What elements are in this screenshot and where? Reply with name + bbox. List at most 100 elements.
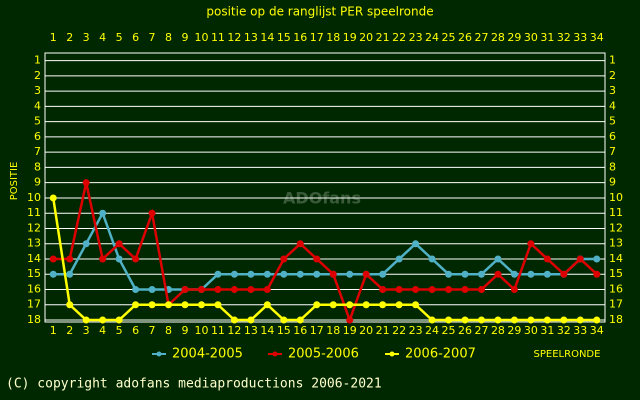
point bbox=[165, 301, 173, 309]
x-tick-label-top: 5 bbox=[116, 31, 123, 44]
point bbox=[263, 285, 271, 293]
point bbox=[66, 301, 74, 309]
y-tick-label: 18 bbox=[27, 313, 41, 326]
x-tick-label-top: 34 bbox=[590, 31, 604, 44]
y-tick-label-right: 5 bbox=[609, 115, 616, 128]
point bbox=[560, 270, 568, 278]
legend-marker bbox=[389, 351, 395, 357]
x-tick-label: 7 bbox=[149, 324, 156, 337]
point bbox=[543, 270, 551, 278]
y-axis-label: POSITIE bbox=[9, 162, 20, 201]
x-tick-label-top: 11 bbox=[211, 31, 225, 44]
point bbox=[313, 270, 321, 278]
x-tick-label-top: 19 bbox=[343, 31, 357, 44]
point bbox=[395, 255, 403, 263]
x-tick-label-top: 4 bbox=[99, 31, 106, 44]
y-tick-label: 16 bbox=[27, 282, 41, 295]
series-line bbox=[51, 197, 597, 322]
y-tick-label-right: 17 bbox=[609, 298, 623, 311]
x-tick-label-top: 20 bbox=[359, 31, 373, 44]
x-tick-label-top: 9 bbox=[182, 31, 189, 44]
x-tick-label-top: 1 bbox=[50, 31, 57, 44]
x-tick-label: 11 bbox=[211, 324, 225, 337]
point bbox=[379, 270, 387, 278]
point bbox=[445, 285, 453, 293]
point bbox=[412, 285, 420, 293]
legend-label: 2004-2005 bbox=[172, 347, 243, 362]
x-axis-label: SPEELRONDE bbox=[534, 349, 601, 360]
x-tick-label: 13 bbox=[244, 324, 258, 337]
x-tick-label-top: 7 bbox=[149, 31, 156, 44]
point bbox=[280, 270, 288, 278]
x-tick-label-top: 32 bbox=[557, 31, 571, 44]
y-tick-label: 9 bbox=[34, 176, 41, 189]
point bbox=[230, 316, 238, 324]
x-tick-label: 28 bbox=[491, 324, 505, 337]
point bbox=[132, 255, 140, 263]
y-tick-label-right: 15 bbox=[609, 267, 623, 280]
x-tick-label: 25 bbox=[442, 324, 456, 337]
x-tick-label-top: 8 bbox=[165, 31, 172, 44]
x-tick-label-top: 13 bbox=[244, 31, 258, 44]
x-tick-label-top: 17 bbox=[310, 31, 324, 44]
plot-frame bbox=[44, 52, 606, 323]
x-tick-label: 15 bbox=[277, 324, 291, 337]
y-tick-label-right: 14 bbox=[609, 252, 623, 265]
point bbox=[510, 316, 518, 324]
point bbox=[132, 301, 140, 309]
point bbox=[214, 285, 222, 293]
y-tick-label: 11 bbox=[27, 206, 41, 219]
point bbox=[576, 316, 584, 324]
point bbox=[66, 255, 74, 263]
point bbox=[148, 285, 156, 293]
x-tick-label-top: 16 bbox=[293, 31, 307, 44]
x-tick-label: 22 bbox=[392, 324, 406, 337]
x-tick-label: 16 bbox=[293, 324, 307, 337]
point bbox=[296, 270, 304, 278]
x-tick-label-top: 18 bbox=[326, 31, 340, 44]
point bbox=[477, 316, 485, 324]
point bbox=[280, 316, 288, 324]
point bbox=[477, 285, 485, 293]
x-tick-label: 23 bbox=[409, 324, 423, 337]
x-tick-label-top: 10 bbox=[194, 31, 208, 44]
point bbox=[461, 270, 469, 278]
point bbox=[280, 255, 288, 263]
x-tick-label: 18 bbox=[326, 324, 340, 337]
point bbox=[329, 270, 337, 278]
point bbox=[115, 255, 123, 263]
point bbox=[445, 270, 453, 278]
point bbox=[313, 255, 321, 263]
x-tick-label: 1 bbox=[50, 324, 57, 337]
point bbox=[412, 301, 420, 309]
x-tick-label-top: 31 bbox=[540, 31, 554, 44]
x-tick-label: 10 bbox=[194, 324, 208, 337]
y-tick-label-right: 18 bbox=[609, 313, 623, 326]
point bbox=[66, 270, 74, 278]
point bbox=[428, 316, 436, 324]
point bbox=[379, 285, 387, 293]
point bbox=[230, 270, 238, 278]
y-tick-label-right: 11 bbox=[609, 206, 623, 219]
point bbox=[214, 270, 222, 278]
y-tick-label-right: 8 bbox=[609, 160, 616, 173]
x-tick-label: 24 bbox=[425, 324, 439, 337]
point bbox=[560, 316, 568, 324]
y-tick-label-right: 16 bbox=[609, 282, 623, 295]
x-tick-label-top: 23 bbox=[409, 31, 423, 44]
x-tick-label-top: 21 bbox=[376, 31, 390, 44]
x-tick-label-top: 30 bbox=[524, 31, 538, 44]
point bbox=[593, 270, 601, 278]
x-tick-label: 20 bbox=[359, 324, 373, 337]
x-tick-label: 31 bbox=[540, 324, 554, 337]
y-tick-label-right: 1 bbox=[609, 54, 616, 67]
point bbox=[296, 316, 304, 324]
series-line bbox=[53, 182, 598, 324]
y-tick-label-right: 4 bbox=[609, 99, 616, 112]
x-tick-label: 6 bbox=[132, 324, 139, 337]
legend-label: 2005-2006 bbox=[288, 347, 359, 362]
legend-marker bbox=[272, 351, 278, 357]
point bbox=[445, 316, 453, 324]
point bbox=[543, 316, 551, 324]
